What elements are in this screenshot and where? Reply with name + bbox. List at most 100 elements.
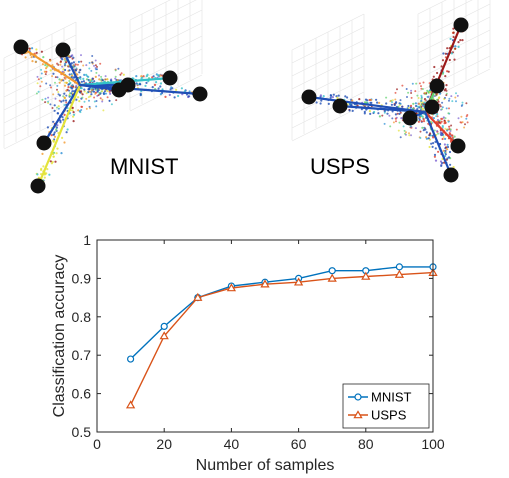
scatter-point [405, 131, 407, 134]
scatter-point [319, 94, 322, 97]
grid-line [3, 60, 77, 98]
mnist-data-point [127, 355, 135, 363]
scatter-point [89, 95, 92, 98]
scatter-point [423, 126, 426, 129]
scatter-point [82, 77, 85, 80]
scatter-point [75, 84, 78, 87]
scatter-point [79, 111, 82, 114]
scatter-point [91, 77, 94, 80]
scatter-point [368, 110, 371, 113]
scatter-point [440, 164, 443, 167]
anchor-point [120, 77, 136, 93]
scatter-point [61, 136, 64, 139]
scatter-point [62, 95, 65, 98]
scatter-point [70, 73, 73, 75]
scatter-point [81, 93, 84, 96]
scatter-point [363, 101, 367, 104]
scatter-point [71, 54, 74, 57]
usps-data-point [159, 331, 169, 340]
grid-line [291, 78, 365, 116]
scatter-point [438, 119, 441, 122]
scatter-point [59, 119, 62, 122]
scatter-point [80, 109, 83, 111]
scatter-point [432, 75, 435, 78]
scatter-point [417, 120, 420, 123]
scatter-point [425, 137, 428, 140]
scatter-point [99, 62, 102, 65]
scatter-point [63, 141, 66, 144]
anchor-arm [78, 83, 202, 96]
scatter-point [53, 131, 56, 134]
scatter-point [77, 109, 80, 112]
scatter-point [56, 88, 58, 91]
scatter-point [85, 64, 88, 67]
scatter-point [45, 82, 48, 85]
scatter-point [75, 98, 78, 101]
x-tick-label: 20 [156, 436, 172, 452]
scatter-point [44, 73, 47, 76]
scatter-point [58, 94, 62, 97]
scatter-point [71, 90, 74, 93]
usps-panel-label: USPS [310, 154, 370, 179]
grid-line [291, 26, 365, 64]
scatter-point [364, 98, 368, 101]
usps-series-line [129, 271, 434, 406]
scatter-point [119, 73, 122, 76]
scatter-point [448, 97, 451, 100]
scatter-point [445, 107, 448, 110]
scatter-point [406, 96, 408, 98]
scatter-point [170, 86, 173, 89]
scatter-point [109, 92, 112, 95]
scatter-point [432, 142, 435, 145]
scatter-point [439, 160, 443, 163]
scatter-point [408, 132, 410, 135]
scatter-point [440, 65, 443, 68]
scatter-point [398, 104, 401, 107]
scatter-point [383, 122, 386, 125]
scatter-point [67, 86, 70, 89]
scatter-point [392, 121, 395, 124]
usps-anchor-points [301, 17, 469, 183]
grid-line [129, 0, 171, 21]
scatter-point [447, 156, 451, 159]
scatter-point [65, 94, 68, 97]
accuracy-chart: 0 20 40 60 80 100 0.5 0.6 0.7 0.8 0.9 1 Number of s… [51, 232, 445, 474]
scatter-point [410, 89, 413, 92]
scatter-point [433, 129, 436, 132]
usps-data-point [193, 292, 203, 301]
scatter-point [385, 96, 388, 99]
scatter-point [395, 120, 397, 123]
scatter-point [395, 116, 398, 119]
scatter-point [441, 59, 445, 62]
scatter-point [64, 68, 67, 72]
scatter-point [441, 117, 444, 120]
scatter-point [457, 45, 460, 49]
scatter-point [383, 111, 386, 114]
scatter-point [416, 94, 419, 97]
scatter-point [447, 112, 450, 115]
scatter-point [56, 124, 59, 127]
scatter-point [460, 115, 463, 118]
scatter-point [443, 89, 446, 92]
grid-line [291, 39, 365, 77]
scatter-point [155, 81, 158, 84]
scatter-point [173, 96, 176, 99]
scatter-point [40, 68, 43, 71]
anchor-point [162, 70, 178, 86]
scatter-point [411, 82, 414, 85]
scatter-point [444, 127, 447, 130]
grid-line [417, 3, 491, 41]
anchor-point [36, 135, 52, 151]
scatter-point [446, 143, 449, 146]
scatter-point [461, 103, 464, 106]
scatter-point [60, 100, 63, 103]
scatter-point [421, 88, 424, 90]
scatter-point [444, 149, 447, 152]
scatter-point [386, 112, 389, 115]
scatter-point [52, 72, 55, 75]
scatter-point [465, 115, 468, 118]
scatter-point [101, 98, 104, 101]
usps-legend-label: USPS [371, 408, 407, 423]
grid-line [417, 0, 447, 15]
anchor-point [30, 178, 46, 194]
